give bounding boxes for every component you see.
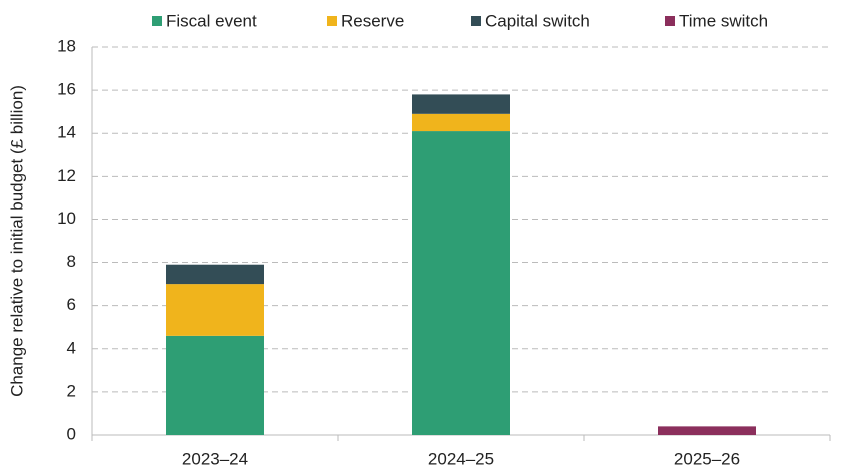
legend-swatch [471,16,481,26]
bar-segment [412,113,510,132]
legend-swatch [327,16,337,26]
y-tick-label: 16 [57,80,76,99]
y-tick-label: 10 [57,209,76,228]
legend-label: Time switch [679,11,768,30]
legend-label: Capital switch [485,11,590,30]
bar-segment [166,284,264,336]
bar-segment [412,94,510,114]
legend-swatch [665,16,675,26]
legend-swatch [152,16,162,26]
legend-label: Reserve [341,11,404,30]
y-tick-label: 18 [57,36,76,55]
y-tick-label: 4 [67,338,76,357]
x-tick-label: 2024–25 [428,449,494,468]
y-tick-label: 6 [67,295,76,314]
bar-segment [166,264,264,285]
y-tick-label: 8 [67,252,76,271]
bar-segment [658,426,756,435]
x-tick-label: 2025–26 [674,449,740,468]
y-tick-label: 12 [57,166,76,185]
y-tick-label: 2 [67,381,76,400]
y-axis-label: Change relative to initial budget (£ bil… [7,85,26,397]
bar-segment [166,335,264,435]
x-tick-label: 2023–24 [182,449,248,468]
y-tick-label: 14 [57,123,76,142]
y-tick-label: 0 [67,424,76,443]
legend-label: Fiscal event [166,11,257,30]
bar-segment [412,131,510,436]
